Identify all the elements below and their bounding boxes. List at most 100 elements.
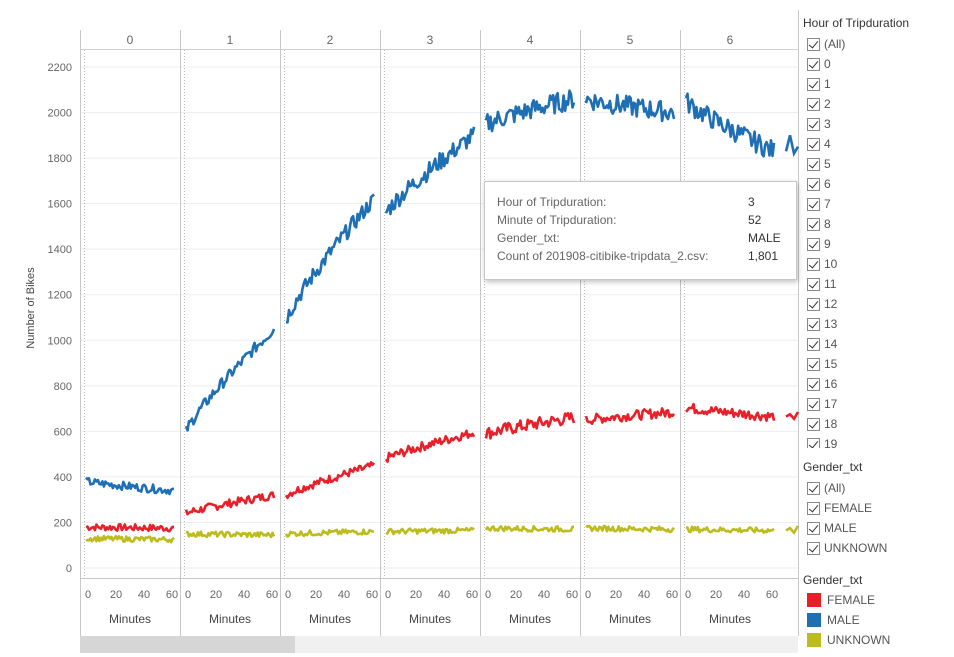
series-line-female (484, 411, 576, 440)
x-tick-label: 0 (485, 589, 491, 601)
filter-item-label: (All) (824, 481, 846, 495)
y-tick-label: 1800 (48, 153, 72, 165)
checkbox-checked-icon[interactable] (807, 357, 820, 371)
legend-label: MALE (827, 613, 860, 627)
y-tick-label: 2200 (48, 62, 72, 74)
checkbox-checked-icon[interactable] (807, 317, 820, 331)
hour-filter-item[interactable]: 16 (807, 374, 947, 394)
series-line-unknown (484, 524, 575, 533)
y-tick-label: 1200 (48, 290, 72, 302)
checkbox-checked-icon[interactable] (807, 397, 820, 411)
gender-filter-item[interactable]: MALE (807, 518, 887, 538)
checkbox-checked-icon[interactable] (807, 437, 820, 448)
hour-filter-item[interactable]: 0 (807, 54, 947, 74)
filter-item-label: 13 (824, 317, 838, 331)
checkbox-checked-icon[interactable] (807, 297, 820, 311)
hour-filter-item[interactable]: 18 (807, 414, 947, 434)
hour-filter-item[interactable]: 3 (807, 114, 947, 134)
x-tick-label: 60 (466, 589, 478, 601)
legend-item[interactable]: UNKNOWN (807, 630, 890, 650)
checkbox-checked-icon[interactable] (807, 137, 820, 151)
filter-item-label: 2 (824, 97, 831, 111)
checkbox-checked-icon[interactable] (807, 417, 820, 431)
legend-item[interactable]: FEMALE (807, 590, 890, 610)
hour-filter-item[interactable]: 4 (807, 134, 947, 154)
x-tick-label: 60 (766, 589, 778, 601)
checkbox-checked-icon[interactable] (807, 337, 820, 351)
hour-filter-item[interactable]: 11 (807, 274, 947, 294)
gender-filter-item[interactable]: UNKNOWN (807, 538, 887, 558)
x-tick-label: 40 (338, 589, 350, 601)
x-tick-label: 0 (385, 589, 391, 601)
checkbox-checked-icon[interactable] (807, 541, 820, 555)
checkbox-checked-icon[interactable] (807, 377, 820, 391)
checkbox-checked-icon[interactable] (807, 177, 820, 191)
checkbox-checked-icon[interactable] (807, 237, 820, 251)
checkbox-checked-icon[interactable] (807, 77, 820, 91)
x-tick-label: 20 (710, 589, 722, 601)
x-tick-label: 0 (585, 589, 591, 601)
checkbox-checked-icon[interactable] (807, 481, 820, 495)
x-axis-label: Minutes (609, 612, 651, 626)
hour-filter-item[interactable]: 9 (807, 234, 947, 254)
filter-item-label: (All) (824, 37, 846, 51)
checkbox-checked-icon[interactable] (807, 37, 820, 51)
horizontal-scrollbar[interactable] (80, 636, 798, 653)
checkbox-checked-icon[interactable] (807, 501, 820, 515)
series-line-male (184, 328, 276, 432)
x-tick-label: 20 (410, 589, 422, 601)
tooltip-key: Minute of Tripduration: (497, 213, 617, 227)
hour-filter-item[interactable]: 8 (807, 214, 947, 234)
checkbox-checked-icon[interactable] (807, 57, 820, 71)
checkbox-checked-icon[interactable] (807, 197, 820, 211)
gender-filter-item[interactable]: FEMALE (807, 498, 887, 518)
y-tick-label: 400 (54, 472, 72, 484)
hour-filter-item[interactable]: 13 (807, 314, 947, 334)
series-line-male (384, 126, 476, 216)
series-line-male (584, 93, 676, 123)
filter-item-label: 6 (824, 177, 831, 191)
filter-item-label: 4 (824, 137, 831, 151)
hour-filter-item[interactable]: 6 (807, 174, 947, 194)
hour-filter-item[interactable]: 1 (807, 74, 947, 94)
hour-filter-item[interactable]: (All) (807, 34, 947, 54)
series-line-male (85, 476, 175, 496)
filter-item-label: 0 (824, 57, 831, 71)
gender-filter-item[interactable]: (All) (807, 478, 887, 498)
filter-item-label: 17 (824, 397, 838, 411)
filter-item-label: FEMALE (824, 501, 873, 515)
filter-item-label: 18 (824, 417, 838, 431)
x-tick-label: 0 (285, 589, 291, 601)
scrollbar-thumb[interactable] (80, 636, 295, 653)
y-tick-label: 200 (54, 517, 72, 529)
checkbox-checked-icon[interactable] (807, 117, 820, 131)
hour-filter-item[interactable]: 10 (807, 254, 947, 274)
hour-filter-list[interactable]: (All) 0 1 2 3 4 5 6 7 8 9 10 11 12 13 14 15 16 17 18 19 (807, 34, 947, 448)
hour-filter-item[interactable]: 19 (807, 434, 947, 448)
legend-item[interactable]: MALE (807, 610, 890, 630)
panel-header: 1 (227, 33, 234, 47)
filter-item-label: UNKNOWN (824, 541, 888, 555)
series-line-stub (785, 525, 800, 535)
series-line-stub (784, 134, 800, 158)
series-line-female (284, 461, 376, 500)
hour-filter-item[interactable]: 14 (807, 334, 947, 354)
legend-swatch (807, 613, 821, 627)
hour-filter-item[interactable]: 12 (807, 294, 947, 314)
checkbox-checked-icon[interactable] (807, 217, 820, 231)
hour-filter-item[interactable]: 17 (807, 394, 947, 414)
hour-filter-item[interactable]: 7 (807, 194, 947, 214)
checkbox-checked-icon[interactable] (807, 97, 820, 111)
hour-filter-item[interactable]: 2 (807, 94, 947, 114)
x-tick-label: 40 (638, 589, 650, 601)
hour-filter-item[interactable]: 15 (807, 354, 947, 374)
checkbox-checked-icon[interactable] (807, 277, 820, 291)
checkbox-checked-icon[interactable] (807, 521, 820, 535)
x-tick-label: 40 (538, 589, 550, 601)
y-tick-label: 0 (66, 563, 72, 575)
tooltip-key: Gender_txt: (497, 231, 560, 245)
hour-filter-item[interactable]: 5 (807, 154, 947, 174)
checkbox-checked-icon[interactable] (807, 257, 820, 271)
x-tick-label: 60 (266, 589, 278, 601)
checkbox-checked-icon[interactable] (807, 157, 820, 171)
